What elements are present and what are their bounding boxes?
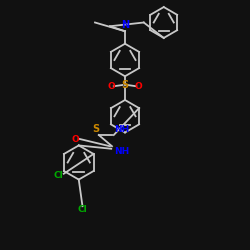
Text: S: S xyxy=(122,80,128,90)
Text: O: O xyxy=(71,136,79,144)
Text: S: S xyxy=(93,124,100,134)
Text: NH: NH xyxy=(114,147,129,156)
Text: O: O xyxy=(135,82,142,91)
Text: N: N xyxy=(121,20,129,30)
Text: Cl: Cl xyxy=(78,206,88,214)
Text: O: O xyxy=(108,82,115,91)
Text: Cl: Cl xyxy=(54,170,64,179)
Text: NH: NH xyxy=(114,125,129,134)
